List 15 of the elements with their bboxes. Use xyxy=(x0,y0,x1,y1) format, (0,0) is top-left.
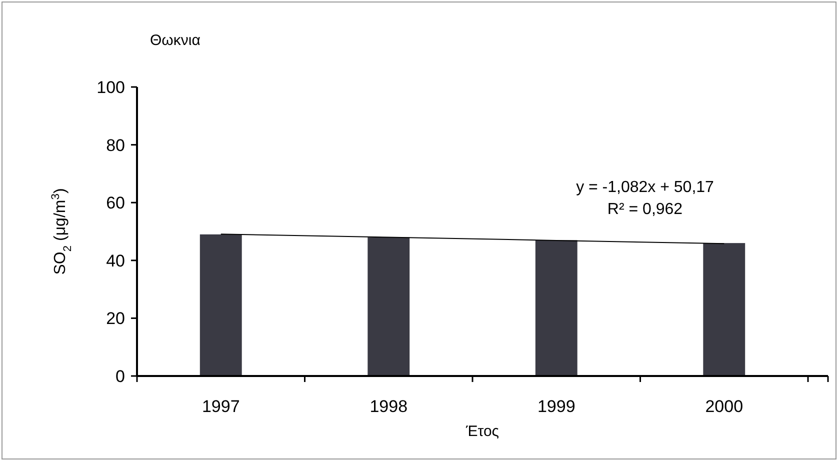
y-tick-label: 80 xyxy=(106,136,125,155)
y-tick-label: 40 xyxy=(106,251,125,270)
annotation: y = -1,082x + 50,17 xyxy=(576,179,714,196)
annotation: R² = 0,962 xyxy=(607,201,683,218)
y-tick-label: 100 xyxy=(96,78,125,97)
x-tick-label: 1998 xyxy=(370,397,408,416)
chart-title: Θωκνια xyxy=(150,32,201,49)
x-tick-label: 2000 xyxy=(705,397,744,416)
y-tick-label: 20 xyxy=(106,309,125,328)
x-tick-label: 1997 xyxy=(202,397,240,416)
x-axis-title: Έτος xyxy=(464,423,500,440)
y-tick-label: 60 xyxy=(106,194,125,213)
y-tick-label: 0 xyxy=(116,366,125,386)
line-series xyxy=(220,234,725,244)
x-tick-label: 1999 xyxy=(537,397,576,416)
